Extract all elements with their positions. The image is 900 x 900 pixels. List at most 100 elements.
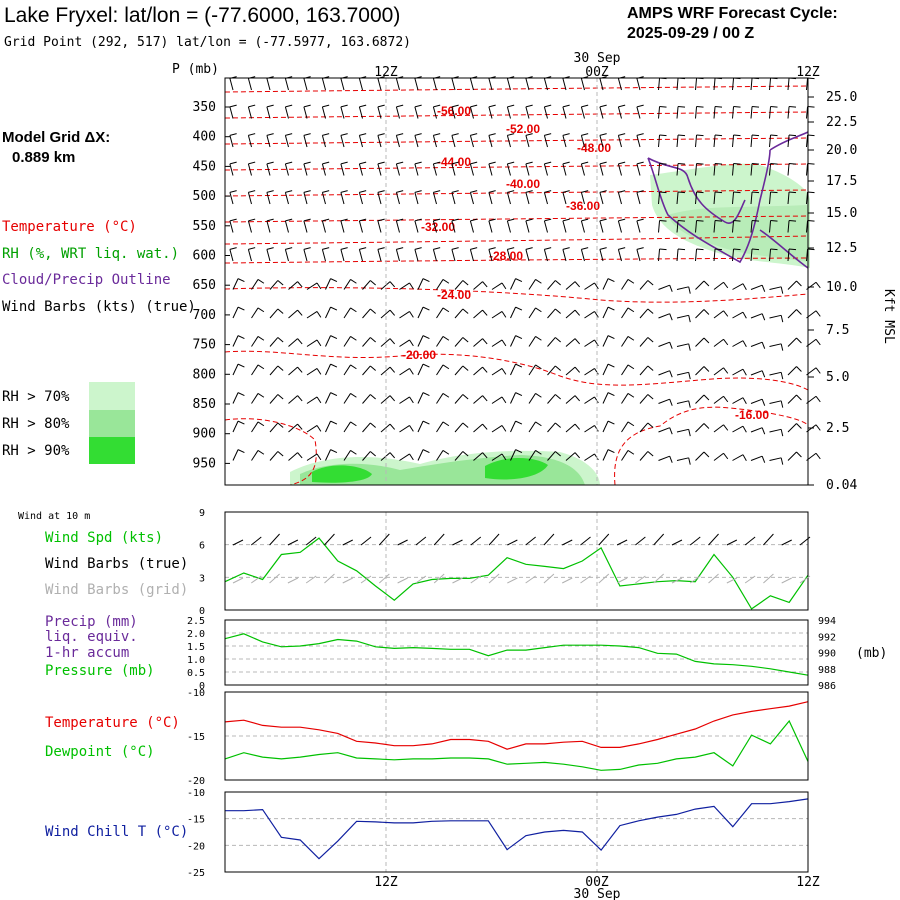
wind-barb bbox=[602, 420, 615, 433]
cross-section-frame bbox=[224, 77, 809, 486]
wind-barb bbox=[232, 363, 245, 376]
wind-barb bbox=[602, 306, 615, 319]
wind-barb bbox=[639, 422, 654, 433]
wind-barb bbox=[232, 278, 245, 290]
wind-barb bbox=[750, 106, 760, 119]
y-tick-label: 0.5 bbox=[187, 668, 205, 679]
pressure-axis-label: P (mb) bbox=[172, 62, 219, 77]
wind-barb bbox=[713, 395, 729, 404]
wind-barb bbox=[358, 133, 367, 148]
wind-barb bbox=[639, 365, 654, 376]
panel-frame bbox=[224, 619, 809, 686]
wind-barb bbox=[525, 76, 533, 91]
wind-barb bbox=[251, 421, 265, 433]
iso-label-56: -56.00 bbox=[437, 104, 471, 118]
wind-barb bbox=[695, 394, 710, 404]
wind-barb bbox=[676, 106, 686, 119]
wind-barb bbox=[580, 133, 589, 148]
wind-barb-grid bbox=[580, 575, 591, 584]
height-tick-label: 2.5 bbox=[826, 421, 849, 436]
wind-barb bbox=[547, 308, 561, 319]
wind-barb bbox=[358, 247, 367, 262]
wind-barb-true bbox=[781, 539, 792, 546]
wind-barb bbox=[787, 394, 802, 404]
wind-barb bbox=[432, 133, 441, 148]
wind-barb bbox=[806, 248, 815, 262]
wind-barb bbox=[676, 428, 691, 437]
pressure-tick-label: 550 bbox=[193, 219, 216, 234]
wind-barb bbox=[266, 76, 274, 91]
wind-barb bbox=[599, 190, 607, 205]
wind-barb bbox=[732, 191, 741, 205]
wind-barb bbox=[488, 133, 496, 148]
y-tick-label: -25 bbox=[187, 868, 205, 879]
panel-frame bbox=[224, 691, 809, 781]
rh-80-region-upper bbox=[668, 205, 808, 262]
wind-barb bbox=[395, 218, 404, 233]
wind-barb bbox=[436, 393, 450, 404]
pressure-tick-label: 650 bbox=[193, 278, 216, 293]
wind-barb bbox=[247, 133, 256, 148]
wind-barb bbox=[750, 191, 760, 205]
wind-barb-true bbox=[488, 533, 500, 546]
wind-barb bbox=[584, 368, 599, 376]
grid-point-subtitle: Grid Point (292, 517) lat/lon = (-77.597… bbox=[4, 35, 411, 50]
wind-barb bbox=[473, 281, 488, 290]
pressure-tick-label: 350 bbox=[193, 100, 216, 115]
wind-barb bbox=[266, 190, 274, 205]
wind-barb bbox=[266, 133, 274, 148]
wind-barb bbox=[769, 371, 784, 380]
wind-barb bbox=[732, 106, 741, 119]
y-tick-label: -10 bbox=[187, 688, 205, 699]
wind-barb bbox=[436, 307, 450, 319]
wind-barb bbox=[806, 338, 821, 347]
wind-barb bbox=[377, 218, 385, 233]
forecast-cycle-value: 2025-09-29 / 00 Z bbox=[627, 25, 754, 42]
wind-barb bbox=[750, 220, 760, 233]
wind-barb bbox=[732, 134, 741, 148]
wind-barb bbox=[266, 247, 274, 262]
wind-barb bbox=[414, 190, 422, 205]
wind-barb-true bbox=[415, 536, 427, 546]
wind-barb bbox=[525, 161, 533, 176]
wind-barb bbox=[525, 218, 533, 233]
wind-barb bbox=[232, 306, 245, 319]
legend-dewpoint: Dewpoint (°C) bbox=[45, 744, 155, 760]
wind-barb bbox=[565, 423, 581, 433]
wind-barb bbox=[269, 422, 284, 433]
wind-barb-grid bbox=[616, 577, 628, 584]
wind-barb bbox=[473, 452, 488, 461]
wind-barb bbox=[695, 191, 704, 205]
wind-barb bbox=[599, 218, 607, 233]
rh-90-swatch bbox=[89, 437, 135, 464]
wind-barb bbox=[769, 220, 778, 233]
pressure-tick-label: 800 bbox=[193, 367, 216, 382]
wind-barb bbox=[787, 309, 802, 319]
wind-barb bbox=[306, 311, 322, 319]
wind-barb-true bbox=[598, 533, 610, 546]
date-label-top: 30 Sep bbox=[574, 51, 621, 66]
wind-barb bbox=[288, 423, 303, 433]
y2-tick-label: 990 bbox=[818, 649, 836, 660]
wind-barb bbox=[269, 365, 284, 376]
wind-barb bbox=[510, 306, 523, 319]
wind-barb bbox=[343, 450, 357, 461]
wind-barb-grid bbox=[397, 577, 408, 584]
wind-barb bbox=[358, 218, 367, 233]
wind-barb bbox=[321, 133, 330, 148]
legend-wind-barbs: Wind Barbs (kts) (true) bbox=[2, 299, 196, 315]
wind-barb bbox=[806, 106, 815, 119]
wind-barb bbox=[303, 133, 311, 148]
wind-barb bbox=[713, 281, 729, 290]
wind-barb bbox=[377, 190, 385, 205]
y-tick-label: 0 bbox=[199, 606, 205, 617]
wind-barb-grid bbox=[763, 573, 774, 584]
wind-barb bbox=[377, 161, 385, 176]
wind-barb bbox=[269, 394, 284, 404]
wind-barb-true bbox=[305, 536, 317, 546]
wind-barb bbox=[395, 133, 404, 148]
wind-barb bbox=[787, 248, 797, 262]
wind-barb bbox=[528, 393, 542, 404]
iso-label-40: -40.00 bbox=[506, 177, 540, 191]
wind-barb bbox=[343, 279, 357, 290]
